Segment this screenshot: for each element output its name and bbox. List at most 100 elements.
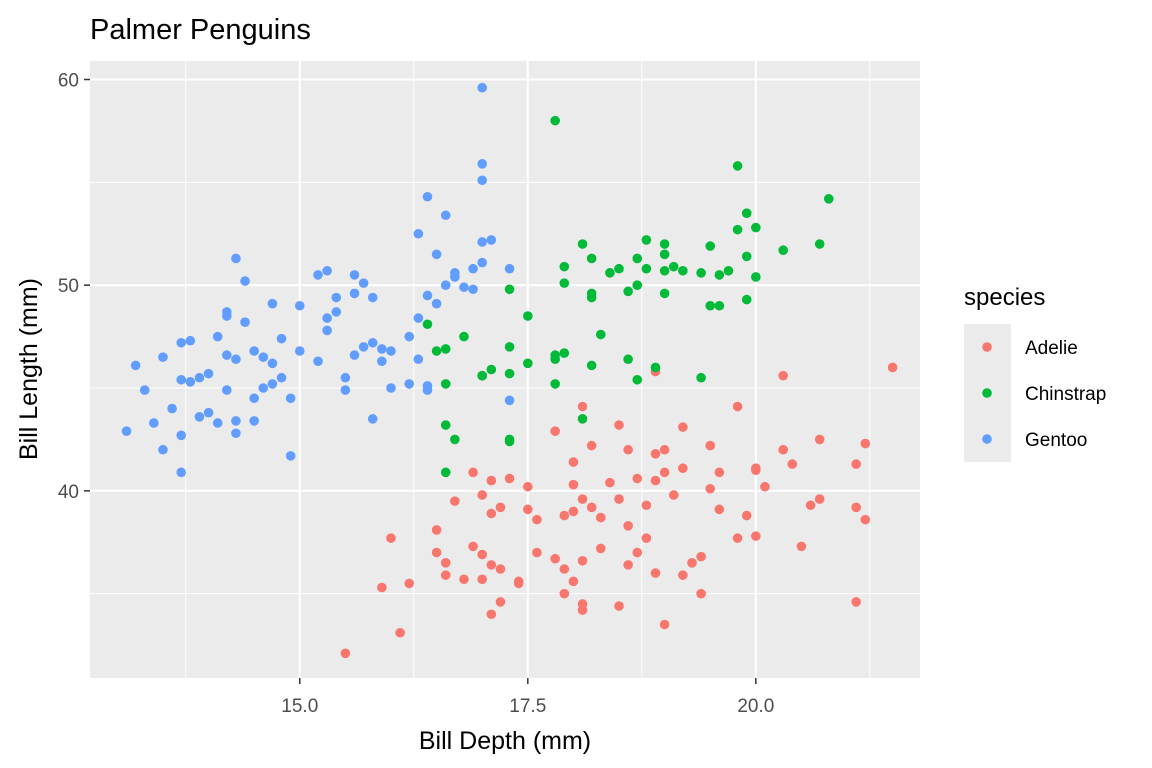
y-tick-label: 50 bbox=[58, 276, 79, 297]
point-gentoo bbox=[477, 175, 487, 186]
point-chinstrap bbox=[751, 222, 761, 233]
point-chinstrap bbox=[440, 344, 451, 354]
point-gentoo bbox=[504, 263, 515, 274]
x-tick-label: 17.5 bbox=[509, 696, 546, 717]
point-adelie bbox=[477, 549, 487, 560]
point-adelie bbox=[468, 541, 478, 552]
data-points bbox=[121, 82, 898, 659]
point-gentoo bbox=[504, 395, 515, 406]
point-adelie bbox=[641, 500, 652, 511]
point-gentoo bbox=[477, 237, 487, 247]
point-gentoo bbox=[431, 249, 442, 260]
point-adelie bbox=[550, 553, 560, 564]
point-chinstrap bbox=[550, 354, 560, 365]
point-gentoo bbox=[340, 385, 351, 395]
point-adelie bbox=[395, 627, 405, 638]
point-gentoo bbox=[276, 333, 287, 344]
point-adelie bbox=[632, 473, 643, 484]
point-adelie bbox=[486, 508, 497, 519]
point-chinstrap bbox=[614, 263, 624, 274]
point-chinstrap bbox=[450, 434, 460, 445]
point-gentoo bbox=[440, 210, 451, 221]
point-adelie bbox=[477, 490, 487, 500]
point-adelie bbox=[440, 558, 451, 568]
point-adelie bbox=[477, 574, 487, 585]
point-chinstrap bbox=[632, 253, 643, 264]
point-gentoo bbox=[294, 300, 305, 311]
point-adelie bbox=[486, 560, 497, 570]
point-adelie bbox=[568, 479, 579, 490]
point-adelie bbox=[659, 467, 670, 478]
point-adelie bbox=[586, 502, 597, 513]
point-adelie bbox=[641, 533, 652, 543]
point-adelie bbox=[678, 570, 688, 580]
point-adelie bbox=[532, 547, 542, 558]
point-chinstrap bbox=[741, 208, 752, 218]
point-adelie bbox=[860, 438, 871, 449]
point-gentoo bbox=[377, 356, 387, 367]
point-adelie bbox=[495, 597, 506, 607]
point-gentoo bbox=[158, 444, 168, 455]
point-chinstrap bbox=[678, 265, 688, 276]
point-chinstrap bbox=[550, 379, 560, 389]
point-gentoo bbox=[194, 372, 205, 383]
point-gentoo bbox=[158, 352, 168, 362]
point-chinstrap bbox=[586, 360, 597, 371]
point-chinstrap bbox=[714, 270, 725, 280]
point-gentoo bbox=[231, 253, 241, 264]
point-chinstrap bbox=[586, 292, 597, 303]
point-chinstrap bbox=[751, 272, 761, 282]
point-chinstrap bbox=[632, 374, 643, 385]
point-adelie bbox=[696, 588, 706, 599]
point-gentoo bbox=[404, 331, 415, 342]
point-chinstrap bbox=[486, 364, 497, 375]
point-chinstrap bbox=[550, 115, 560, 126]
point-chinstrap bbox=[650, 362, 661, 373]
point-adelie bbox=[614, 601, 624, 611]
point-gentoo bbox=[167, 403, 177, 414]
point-adelie bbox=[340, 648, 351, 659]
point-gentoo bbox=[349, 270, 360, 280]
point-adelie bbox=[513, 576, 524, 587]
point-chinstrap bbox=[814, 239, 825, 249]
point-chinstrap bbox=[559, 348, 570, 358]
point-adelie bbox=[377, 582, 387, 593]
chart-title: Palmer Penguins bbox=[90, 14, 311, 46]
point-adelie bbox=[851, 459, 861, 469]
point-chinstrap bbox=[431, 346, 442, 356]
point-chinstrap bbox=[741, 251, 752, 262]
point-chinstrap bbox=[659, 239, 670, 249]
y-axis-ticks: 40 50 60 bbox=[58, 71, 90, 503]
x-axis-ticks: 15.0 17.5 20.0 bbox=[281, 678, 774, 717]
point-chinstrap bbox=[504, 342, 515, 352]
point-gentoo bbox=[313, 270, 323, 280]
point-chinstrap bbox=[504, 436, 515, 447]
point-chinstrap bbox=[440, 467, 451, 478]
point-gentoo bbox=[130, 360, 141, 371]
point-chinstrap bbox=[723, 265, 734, 276]
point-adelie bbox=[595, 512, 606, 523]
x-tick-label: 15.0 bbox=[281, 696, 318, 717]
point-chinstrap bbox=[823, 193, 834, 204]
point-chinstrap bbox=[641, 235, 652, 245]
point-adelie bbox=[614, 494, 624, 504]
point-gentoo bbox=[222, 311, 232, 321]
point-gentoo bbox=[367, 292, 378, 303]
point-gentoo bbox=[267, 298, 278, 309]
point-adelie bbox=[586, 440, 597, 451]
y-axis-title: Bill Length (mm) bbox=[15, 278, 43, 460]
point-chinstrap bbox=[741, 294, 752, 305]
point-gentoo bbox=[139, 385, 150, 395]
point-gentoo bbox=[285, 451, 296, 461]
point-gentoo bbox=[176, 374, 187, 385]
plot-panel bbox=[90, 61, 920, 678]
x-tick-label: 20.0 bbox=[737, 696, 774, 717]
point-gentoo bbox=[468, 284, 478, 295]
point-gentoo bbox=[440, 280, 451, 290]
point-adelie bbox=[486, 475, 497, 486]
point-adelie bbox=[559, 564, 570, 574]
point-chinstrap bbox=[778, 245, 788, 256]
point-adelie bbox=[468, 467, 478, 478]
point-adelie bbox=[787, 459, 798, 469]
point-gentoo bbox=[176, 467, 187, 478]
